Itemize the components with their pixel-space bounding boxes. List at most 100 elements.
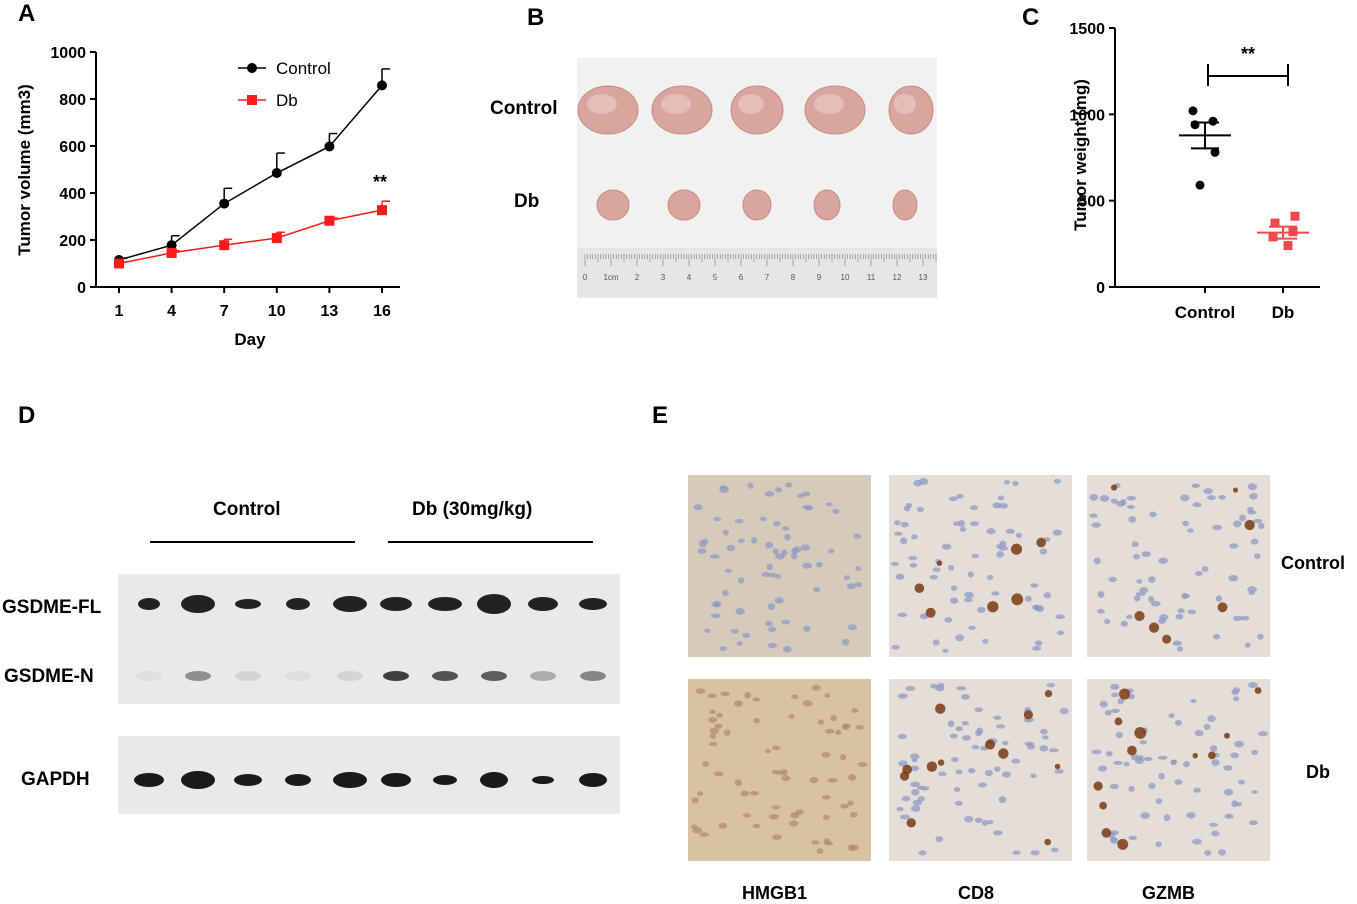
ihc-nucleus [726,544,736,552]
ruler-tick-label: 5 [713,273,718,282]
ihc-nucleus [835,729,842,735]
ihc-nucleus [742,813,751,818]
ihc-nucleus [767,603,775,611]
ihc-nucleus [811,840,820,845]
ihc-nucleus [894,520,901,526]
ihc-nucleus [1177,608,1185,614]
ihc-image-grid [688,475,1270,861]
ihc-nucleus [802,700,813,707]
ihc-nucleus [1140,812,1150,819]
ihc-positive-cell [1101,828,1112,838]
data-point-control [377,80,387,91]
ihc-nucleus [1232,615,1243,622]
ihc-nucleus [948,496,958,502]
ihc-nucleus [802,491,811,497]
ihc-nucleus [821,752,831,758]
ihc-nucleus [841,724,850,731]
y-tick-label: 200 [59,233,86,250]
band-gapdh [285,774,311,786]
ihc-nucleus [950,756,959,763]
ihc-nucleus [802,562,813,569]
ihc-nucleus [955,494,965,499]
ihc-nucleus [809,777,819,784]
ihc-nucleus [1247,510,1257,515]
data-point-db [114,258,124,269]
ihc-nucleus [827,778,838,783]
ihc-nucleus [1054,769,1064,774]
ihc-nucleus [1248,590,1255,596]
ihc-nucleus [691,797,699,804]
ihc-nucleus [853,533,862,539]
ihc-nucleus [1230,752,1240,759]
ihc-nucleus [997,495,1005,501]
ihc-positive-cell [902,764,913,775]
ihc-nucleus [953,786,961,793]
ihc-nucleus [709,733,717,739]
ihc-nucleus [702,761,710,768]
ihc-nucleus [708,741,718,747]
ihc-nucleus [847,624,857,631]
ihc-nucleus [713,516,722,522]
ihc-nucleus [811,684,821,691]
ihc-nucleus [897,693,908,699]
ihc-nucleus [910,781,921,788]
ihc-nucleus [968,625,976,630]
data-point-db [1270,218,1280,228]
ihc-positive-cell [906,818,916,828]
ihc-nucleus [716,712,723,718]
legend-marker-control [247,63,257,73]
band-gsdme-fl [579,598,607,610]
ihc-nucleus [709,727,720,734]
ihc-nucleus [1203,723,1211,730]
ihc-nucleus [1128,835,1138,841]
tumor-photo: 0 1cm 2 3 4 5 6 7 8 9 10 11 12 13 [577,58,937,298]
ihc-nucleus [771,805,781,810]
ihc-nucleus [1110,498,1118,504]
ihc-nucleus [848,774,857,781]
tumor-volume-line-chart: 0 200 400 600 800 1000 1 4 7 10 13 16 Day Tumor vol… [15,45,400,349]
band-gsdme-fl [181,595,215,613]
ruler-tick-label: 13 [919,273,928,282]
ihc-nucleus [780,769,788,776]
tumor-highlight [661,94,691,114]
band-gsdme-n [337,671,363,681]
x-tick-label: Db [1272,303,1295,322]
tumor-highlight [814,94,844,114]
ihc-nucleus [1133,595,1141,602]
ihc-nucleus [1126,495,1136,501]
ihc-nucleus [1157,755,1168,760]
ihc-positive-cell [1134,610,1145,622]
ihc-nucleus [910,765,920,771]
band-gsdme-n [136,671,162,681]
ihc-nucleus [1049,748,1059,753]
ihc-nucleus [896,806,904,812]
band-gsdme-n [530,671,556,681]
ihc-nucleus [796,493,805,498]
ihc-nucleus [718,822,728,829]
ihc-nucleus [699,832,709,837]
tumor-db [892,189,918,221]
band-label-gsdme-fl: GSDME-FL [2,597,102,618]
ihc-nucleus [781,620,791,625]
ihc-nucleus [849,844,859,851]
ihc-nucleus [1128,516,1137,523]
ihc-nucleus [905,686,916,692]
ihc-positive-cell [1010,543,1023,555]
panel-label-d: D [18,402,36,429]
chart-a-series [114,68,390,269]
ihc-nucleus [1011,758,1021,764]
ihc-positive-cell [1036,537,1046,548]
ihc-nucleus [713,771,724,777]
band-gsdme-fl [333,596,367,612]
ihc-nucleus [828,548,835,554]
data-point-db [1268,232,1278,242]
ihc-nucleus [771,834,782,840]
ihc-positive-cell [1192,752,1198,759]
ihc-nucleus [822,814,830,820]
ihc-nucleus [942,648,949,653]
ihc-nucleus [1042,735,1049,740]
ihc-nucleus [734,519,744,524]
ihc-nucleus [720,691,731,697]
data-point-db [1290,211,1300,221]
y-tick-label: 600 [59,139,86,156]
